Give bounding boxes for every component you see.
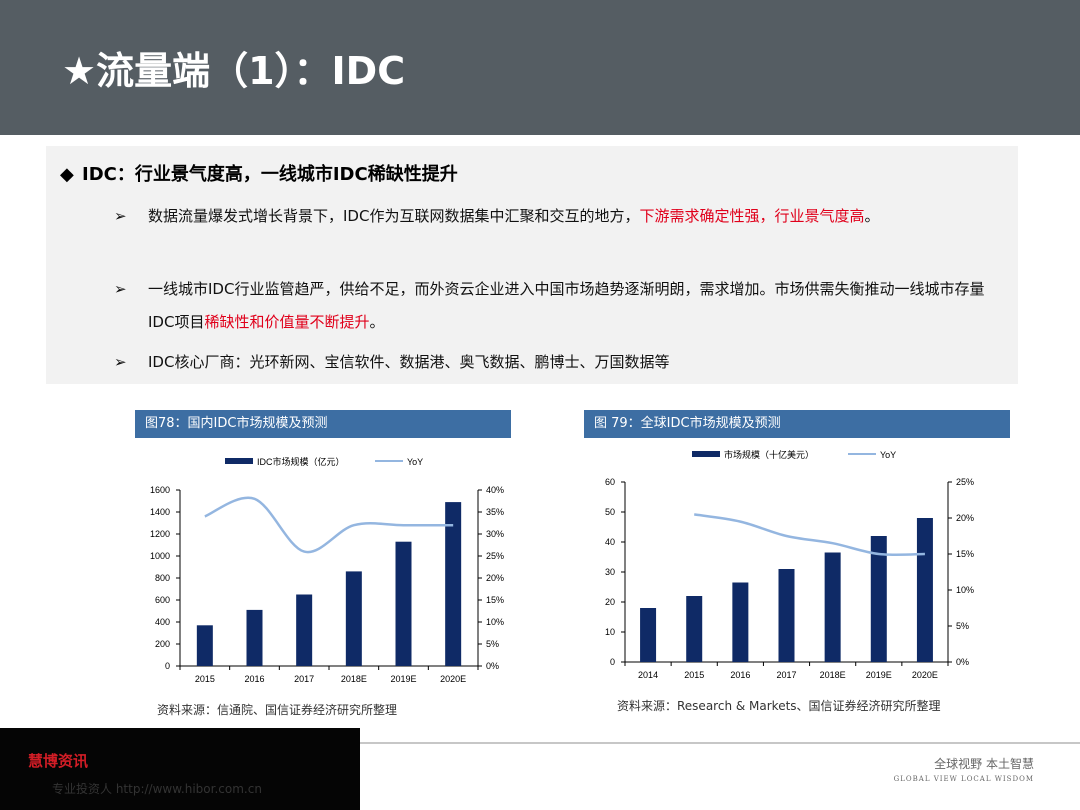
bar-2017 xyxy=(296,594,313,666)
right-tick-label: 10% xyxy=(956,585,974,595)
domestic-idc-chart: IDC市场规模（亿元） YoY 0 200 400 600 800 1000 1200 1400 1… xyxy=(150,456,504,684)
right-tick-label: 15% xyxy=(956,549,974,559)
x-tick-label: 2019E xyxy=(866,670,892,680)
right-tick-label: 10% xyxy=(486,617,504,627)
bar-2019E xyxy=(395,541,412,666)
left-tick-label: 60 xyxy=(605,477,615,487)
left-tick-label: 1400 xyxy=(150,507,170,517)
global-idc-chart: 市场规模（十亿美元） YoY 0 10 20 30 40 50 60 0% 5% 10% 15% 20% 2… xyxy=(605,449,974,680)
bar-2016 xyxy=(246,609,263,666)
bar-2017 xyxy=(778,569,795,662)
left-tick-label: 50 xyxy=(605,507,615,517)
left-chart-header: 图78：国内IDC市场规模及预测 xyxy=(135,410,511,438)
left-tick-label: 1200 xyxy=(150,529,170,539)
bar-2020E xyxy=(916,518,933,662)
right-tick-label: 30% xyxy=(486,529,504,539)
footer-brand-block xyxy=(0,728,360,810)
x-tick-label: 2020E xyxy=(440,674,466,684)
hibor-logo: 慧博资讯 xyxy=(28,752,89,770)
left-tick-label: 600 xyxy=(155,595,170,605)
summary-heading: ◆ IDC：行业景气度高，一线城市IDC稀缺性提升 xyxy=(60,160,458,186)
yoy-line xyxy=(694,513,925,557)
bullet-1-highlight: 下游需求确定性强，行业景气度高 xyxy=(639,207,865,225)
arrow-bullet-icon: ➢ xyxy=(114,280,127,298)
right-tick-label: 40% xyxy=(486,485,504,495)
right-tick-label: 20% xyxy=(956,513,974,523)
right-tick-label: 5% xyxy=(486,639,499,649)
bar-2018E xyxy=(345,571,362,666)
bullet-2-highlight: 稀缺性和价值量不断提升 xyxy=(204,313,370,331)
left-tick-label: 200 xyxy=(155,639,170,649)
right-tick-label: 35% xyxy=(486,507,504,517)
x-tick-label: 2014 xyxy=(638,670,658,680)
footer-divider xyxy=(360,742,1080,744)
title-bar xyxy=(0,0,1080,135)
footer-slogan: 全球视野 本土智慧 GLOBAL VIEW LOCAL WISDOM xyxy=(894,755,1034,783)
bar-2016 xyxy=(732,582,749,662)
x-tick-label: 2015 xyxy=(684,670,704,680)
left-tick-label: 1600 xyxy=(150,485,170,495)
x-tick-label: 2018E xyxy=(341,674,367,684)
diamond-bullet-icon: ◆ xyxy=(60,164,74,185)
heading-text: IDC：行业景气度高，一线城市IDC稀缺性提升 xyxy=(82,164,458,185)
x-tick-label: 2018E xyxy=(820,670,846,680)
right-tick-label: 15% xyxy=(486,595,504,605)
footer-url: 专业投资人 http://www.hibor.com.cn xyxy=(52,782,262,796)
left-tick-label: 0 xyxy=(610,657,615,667)
left-tick-label: 30 xyxy=(605,567,615,577)
right-tick-label: 25% xyxy=(956,477,974,487)
bar-2019E xyxy=(870,536,887,662)
arrow-bullet-icon: ➢ xyxy=(114,207,127,225)
left-tick-label: 1000 xyxy=(150,551,170,561)
x-tick-label: 2019E xyxy=(390,674,416,684)
bullet-3-text: IDC核心厂商：光环新网、宝信软件、数据港、奥飞数据、鹏博士、万国数据等 xyxy=(148,353,670,371)
bar-2015 xyxy=(686,596,703,662)
arrow-bullet-icon: ➢ xyxy=(114,353,127,371)
x-tick-label: 2016 xyxy=(244,674,264,684)
right-tick-label: 20% xyxy=(486,573,504,583)
summary-panel xyxy=(46,146,1018,384)
left-tick-label: 0 xyxy=(165,661,170,671)
right-tick-label: 25% xyxy=(486,551,504,561)
bar-2020E xyxy=(445,502,462,666)
bar-2014 xyxy=(640,608,657,662)
yoy-line xyxy=(204,496,454,554)
legend-bar-label: 市场规模（十亿美元） xyxy=(724,449,814,460)
right-source: 资料来源：Research & Markets、国信证券经济研究所整理 xyxy=(617,699,941,713)
x-tick-label: 2017 xyxy=(776,670,796,680)
legend-bar-label: IDC市场规模（亿元） xyxy=(257,456,345,467)
right-tick-label: 0% xyxy=(956,657,969,667)
legend-line-label: YoY xyxy=(880,450,896,460)
right-chart-header: 图 79：全球IDC市场规模及预测 xyxy=(584,410,1010,438)
right-tick-label: 5% xyxy=(956,621,969,631)
bullet-2-text: 一线城市IDC行业监管趋严，供给不足，而外资云企业进入中国市场趋势逐渐明朗，需求… xyxy=(148,280,985,331)
legend-bar-swatch xyxy=(692,451,720,457)
bullet-1-end: 。 xyxy=(864,207,880,225)
left-source: 资料来源：信通院、国信证券经济研究所整理 xyxy=(157,703,398,717)
x-tick-label: 2020E xyxy=(912,670,938,680)
legend-line-label: YoY xyxy=(407,457,423,467)
left-tick-label: 40 xyxy=(605,537,615,547)
left-tick-label: 800 xyxy=(155,573,170,583)
left-tick-label: 10 xyxy=(605,627,615,637)
right-tick-label: 0% xyxy=(486,661,499,671)
left-tick-label: 400 xyxy=(155,617,170,627)
bar-2015 xyxy=(196,625,213,666)
x-tick-label: 2017 xyxy=(294,674,314,684)
bullet-2-end: 。 xyxy=(369,313,385,331)
bullet-1-text: 数据流量爆发式增长背景下，IDC作为互联网数据集中汇聚和交互的地方， xyxy=(148,207,640,225)
x-tick-label: 2016 xyxy=(730,670,750,680)
left-tick-label: 20 xyxy=(605,597,615,607)
bar-2018E xyxy=(824,552,841,662)
page-title: ★流量端（1）：IDC xyxy=(62,49,406,93)
slogan-cn: 全球视野 本土智慧 xyxy=(934,757,1034,771)
x-tick-label: 2015 xyxy=(195,674,215,684)
legend-bar-swatch xyxy=(225,458,253,464)
slogan-en: GLOBAL VIEW LOCAL WISDOM xyxy=(893,775,1034,783)
